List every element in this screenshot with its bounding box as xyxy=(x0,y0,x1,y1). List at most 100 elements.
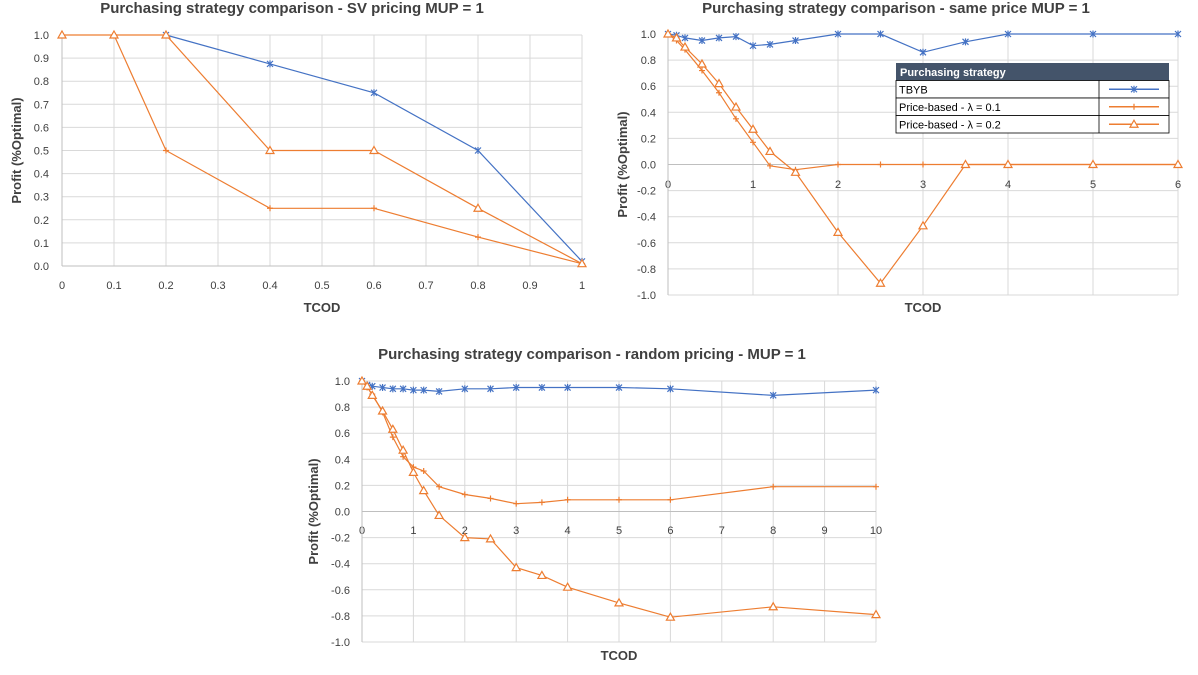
chart-2-series-3-point xyxy=(696,58,708,68)
chart-3-series-3-point xyxy=(536,570,547,580)
chart-1-x-tick-label: 0.8 xyxy=(470,280,485,292)
chart-2-series-3-point xyxy=(790,167,801,176)
chart-3-x-axis-title: TCOD xyxy=(601,648,638,663)
chart-2-series-1-point xyxy=(766,40,774,48)
chart-3-series-3-point xyxy=(434,510,445,520)
chart-2-series-3-point xyxy=(679,41,691,51)
chart-2-series-1-point xyxy=(1004,30,1012,38)
chart-1-series-3-point xyxy=(108,29,120,39)
chart-3-x-tick-label: 5 xyxy=(616,525,622,537)
chart-2-series-1-point xyxy=(715,34,723,42)
legend-swatch-marker-2 xyxy=(1131,103,1137,110)
chart-2-series-1-point xyxy=(681,34,689,42)
chart-2-series-1-point xyxy=(749,42,757,50)
chart-3-x-tick-label: 10 xyxy=(870,525,882,537)
chart-3-y-axis-title: Profit (%Optimal) xyxy=(306,458,321,564)
chart-3-y-tick-label: 1.0 xyxy=(335,376,350,388)
chart-2-series-2-point xyxy=(699,67,705,74)
chart-2-series-1-line xyxy=(667,33,1178,53)
chart-2-series-1-point xyxy=(919,48,927,56)
chart-3-series-2-point xyxy=(461,491,468,498)
chart-1-y-tick-label: 1.0 xyxy=(34,30,49,42)
chart-1-series-1-point xyxy=(370,89,378,97)
chart-2-series-3-point xyxy=(1002,159,1014,169)
chart-2-series-3 xyxy=(662,28,1184,287)
chart-3-y-tick-label: -0.2 xyxy=(331,533,350,545)
chart-3-series-1-point xyxy=(389,385,397,393)
chart-2-series-3-point xyxy=(917,220,929,230)
chart-3-series-2-point xyxy=(420,468,427,475)
chart-3-y-tick-label: 0.0 xyxy=(335,507,350,519)
chart-2-series-3-point xyxy=(832,227,844,236)
chart-1-series-2-line xyxy=(113,34,583,265)
chart-2-series-3-point xyxy=(713,78,725,88)
chart-2-y-tick-label: 0.2 xyxy=(641,133,656,145)
chart-2-series-2-point xyxy=(733,115,739,122)
chart-2-series-2-point xyxy=(877,161,884,168)
chart-3-series-2-point xyxy=(436,483,443,490)
chart-3-x-tick-label: 3 xyxy=(513,525,519,537)
chart-2-series-2-point xyxy=(920,161,926,168)
chart-3-series-1-point xyxy=(564,384,572,392)
chart-3-series-3-point xyxy=(362,381,373,390)
chart-2-x-tick-label: 1 xyxy=(750,179,756,191)
chart-2-y-tick-label: -1.0 xyxy=(637,290,656,302)
chart-3-series-1-point xyxy=(512,384,520,392)
chart-3-series-2-point xyxy=(667,496,674,503)
chart-3-x-tick-label: 2 xyxy=(462,525,468,537)
chart-1-series-1-point xyxy=(474,147,482,154)
chart-2-series-3-point xyxy=(730,101,742,111)
chart-2-series-3-line xyxy=(667,33,1178,285)
chart-1-x-axis-title: TCOD xyxy=(304,300,341,315)
chart-2-x-tick-label: 4 xyxy=(1005,179,1011,191)
chart-3-series-3-point xyxy=(613,597,625,607)
chart-3-x-tick-label: 6 xyxy=(667,525,673,537)
chart-3-series-2-point xyxy=(770,483,777,490)
chart-1-y-tick-label: 0.2 xyxy=(34,215,49,227)
chart-3-series-3-point xyxy=(562,581,573,591)
chart-2-x-tick-label: 5 xyxy=(1090,179,1096,191)
legend-header xyxy=(896,63,1169,81)
chart-3-series-3-point xyxy=(870,609,882,619)
chart-3-series-3-point xyxy=(665,611,676,621)
chart-3-series-3-line xyxy=(361,380,877,618)
chart-1-series-2-point xyxy=(371,205,377,212)
chart-2-series-1-point xyxy=(834,30,842,38)
chart-3-series-3-point xyxy=(356,375,368,385)
chart-1-x-tick-label: 0.3 xyxy=(210,280,225,292)
chart-3-series-3-point xyxy=(408,467,419,476)
chart-2-y-tick-label: -0.4 xyxy=(637,212,656,224)
chart-3-series-2-point xyxy=(616,496,622,503)
chart-3-series-1-point xyxy=(487,385,494,393)
chart-1-y-axis-title: Profit (%Optimal) xyxy=(9,97,24,203)
chart-1-x-tick-label: 0 xyxy=(59,280,65,292)
chart-2-series-2-point xyxy=(716,89,722,96)
chart-3-series-1-point xyxy=(769,391,777,399)
legend-entry-1: TBYB xyxy=(899,85,928,97)
chart-1-series-2 xyxy=(111,32,585,267)
chart-2-x-tick-label: 2 xyxy=(835,179,841,191)
chart-1-x-tick-label: 1 xyxy=(579,280,585,292)
chart-1-x-tick-label: 0.1 xyxy=(106,280,121,292)
chart-2-series-3-point xyxy=(1172,159,1184,169)
chart-3-series-1-point xyxy=(615,384,623,392)
chart-3-series-2-point xyxy=(873,483,879,490)
chart-2-series-1-point xyxy=(792,37,799,45)
chart-3-y-tick-label: 0.4 xyxy=(335,454,350,466)
chart-1-x-tick-label: 0.9 xyxy=(522,280,537,292)
chart-2-series-1-point xyxy=(1089,30,1097,38)
chart-3-y-tick-label: 0.6 xyxy=(335,428,350,440)
chart-2-y-tick-label: -0.6 xyxy=(637,238,656,250)
chart-3-series-3-point xyxy=(485,533,496,543)
chart-2-y-tick-label: 0.0 xyxy=(641,160,656,172)
chart-1-series-2-point xyxy=(163,147,169,154)
chart-2-series-1-point xyxy=(1174,30,1182,38)
chart-3-x-tick-label: 9 xyxy=(822,525,828,537)
chart-2-series-3-point xyxy=(764,146,776,156)
chart-2-series-2-point xyxy=(750,139,756,146)
chart-2-series-2-point xyxy=(835,161,841,168)
legend-swatch-marker-3 xyxy=(1128,119,1140,128)
chart-1-series-1-point xyxy=(266,60,274,68)
chart-2-series-2-point xyxy=(767,162,773,169)
chart-1-x-tick-label: 0.7 xyxy=(418,280,433,292)
